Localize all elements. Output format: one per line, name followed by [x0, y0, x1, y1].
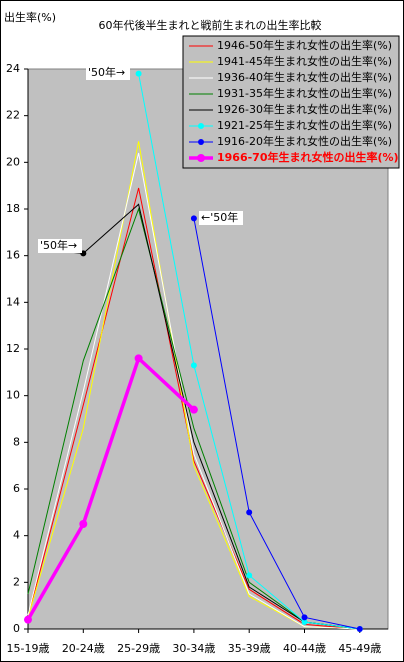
- y-tick-label: 6: [13, 482, 20, 495]
- y-tick-label: 12: [6, 342, 20, 355]
- x-tick-label: 25-29歳: [117, 642, 160, 655]
- series-line: [27, 152, 360, 630]
- point: [301, 614, 308, 621]
- y-axis-label: 出生率(%): [4, 10, 56, 24]
- y-tick-label: 2: [13, 575, 20, 588]
- y-tick-label: 20: [6, 155, 20, 168]
- point: [190, 215, 197, 222]
- legend-marker: [197, 154, 205, 162]
- point: [79, 520, 88, 528]
- x-tick-label: 15-19歳: [7, 642, 50, 655]
- legend-label: 1941-45年生まれ女性の出生率(%): [217, 54, 392, 68]
- annotation: '50年→: [88, 65, 125, 79]
- series-line: [193, 218, 360, 630]
- x-tick-label: 45-49歳: [338, 642, 381, 655]
- point: [246, 509, 253, 516]
- x-tick-label: 20-24歳: [62, 642, 105, 655]
- legend-label: 1936-40年生まれ女性の出生率(%): [217, 70, 392, 84]
- x-tick-label: 30-34歳: [172, 642, 215, 655]
- point: [356, 626, 363, 632]
- y-tick-label: 16: [6, 249, 20, 262]
- point: [189, 405, 198, 414]
- legend-label: 1946-50年生まれ女性の出生率(%): [217, 38, 392, 52]
- legend-label: 1916-20年生まれ女性の出生率(%): [217, 134, 392, 148]
- point: [190, 362, 197, 369]
- legend-label: 1921-25年生まれ女性の出生率(%): [217, 118, 392, 132]
- legend-marker: [198, 123, 204, 129]
- point: [134, 354, 143, 363]
- annotation-bg: [86, 66, 130, 80]
- point: [301, 619, 308, 625]
- annotation: '50年→: [40, 238, 77, 252]
- x-tick-label: 35-39歳: [228, 642, 271, 655]
- chart-title: 60年代後半生まれと戦前生まれの出生率比較: [99, 18, 322, 32]
- legend-label: 1926-30年生まれ女性の出生率(%): [217, 102, 392, 116]
- x-tick-label: 40-44歳: [283, 642, 326, 655]
- y-tick-label: 14: [6, 295, 20, 308]
- annotation-bg: [38, 239, 82, 253]
- annotation: ←'50年: [201, 210, 238, 224]
- series-line: [26, 355, 196, 621]
- legend-label: 1966-70年生まれ女性の出生率(%): [217, 150, 399, 164]
- y-tick-label: 0: [13, 622, 20, 635]
- y-tick-label: 18: [6, 202, 20, 215]
- y-tick-label: 4: [13, 529, 20, 542]
- legend-label: 1931-35年生まれ女性の出生率(%): [217, 86, 392, 100]
- y-tick-label: 10: [6, 389, 20, 402]
- point: [135, 70, 142, 77]
- y-tick-label: 22: [6, 109, 20, 122]
- y-tick-label: 24: [6, 62, 20, 75]
- legend: [182, 35, 400, 169]
- point: [246, 572, 253, 579]
- point: [24, 615, 32, 624]
- annotation-bg: [199, 211, 243, 225]
- y-tick-label: 8: [13, 435, 20, 448]
- legend-marker: [198, 139, 204, 145]
